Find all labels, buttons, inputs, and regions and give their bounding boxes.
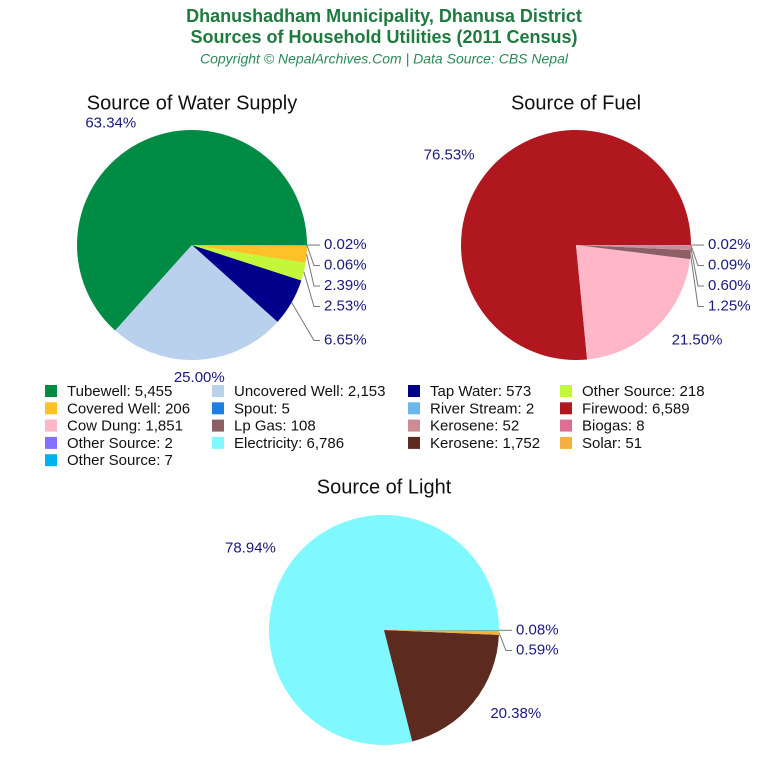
legend-label: River Stream: 2 xyxy=(430,400,534,417)
value-label: 76.53% xyxy=(424,147,475,164)
pie-slice xyxy=(461,130,691,361)
pie-slice xyxy=(192,245,302,322)
legend-swatch xyxy=(560,402,572,415)
pie-slice xyxy=(384,630,499,742)
legend-swatch xyxy=(408,385,420,397)
value-label: 6.65% xyxy=(324,331,367,348)
value-label: 0.60% xyxy=(708,277,751,294)
value-label: 1.25% xyxy=(708,297,751,314)
source-note: Copyright © NepalArchives.Com | Data Sou… xyxy=(200,51,569,67)
legend-swatch xyxy=(408,436,420,449)
legend-label: Firewood: 6,589 xyxy=(582,400,690,417)
leader-line xyxy=(306,245,320,266)
legend-label: Covered Well: 206 xyxy=(67,400,190,417)
value-label: 0.59% xyxy=(516,641,559,658)
leader-line xyxy=(690,245,704,266)
value-label: 0.09% xyxy=(708,256,751,273)
legend-label: Electricity: 6,786 xyxy=(234,435,344,452)
legend-swatch xyxy=(212,385,224,397)
legend-swatch xyxy=(560,436,572,449)
value-label: 21.50% xyxy=(672,331,723,348)
value-label: 0.06% xyxy=(324,256,367,273)
legend-swatch xyxy=(212,402,224,415)
legend-label: Kerosene: 52 xyxy=(430,418,519,435)
value-label: 0.02% xyxy=(708,236,751,253)
legend-label: Other Source: 2 xyxy=(67,435,173,452)
leader-line xyxy=(498,632,512,651)
value-label: 2.53% xyxy=(324,297,367,314)
pie-slice xyxy=(576,245,691,246)
legend-label: Kerosene: 1,752 xyxy=(430,435,540,452)
leader-line xyxy=(690,247,704,287)
value-label: 20.38% xyxy=(490,705,541,722)
leader-line xyxy=(690,254,704,307)
legend-label: Tap Water: 573 xyxy=(430,383,531,400)
chart-title: Source of Water Supply xyxy=(87,92,297,114)
leader-line xyxy=(291,302,320,341)
legend-swatch xyxy=(45,385,57,397)
legend-label: Tubewell: 5,455 xyxy=(67,383,172,400)
legend-swatch xyxy=(45,402,57,415)
legend-label: Other Source: 218 xyxy=(582,383,705,400)
value-label: 63.34% xyxy=(85,114,136,131)
leader-line xyxy=(306,254,320,287)
legend-swatch xyxy=(212,436,224,449)
legend-swatch xyxy=(212,419,224,432)
legend-swatch xyxy=(560,419,572,432)
pie-slice xyxy=(192,245,307,246)
pie-slice xyxy=(76,129,307,331)
legend-swatch xyxy=(45,454,57,467)
pie-slice xyxy=(115,245,278,360)
value-label: 0.02% xyxy=(324,236,367,253)
legend-swatch xyxy=(45,419,57,432)
legend-label: Lp Gas: 108 xyxy=(234,418,316,435)
legend-label: Biogas: 8 xyxy=(582,418,645,435)
chart-title: Source of Light xyxy=(317,476,452,498)
legend-swatch xyxy=(408,402,420,415)
chart-title: Source of Fuel xyxy=(511,92,641,114)
leader-line xyxy=(303,271,320,307)
pie-slice xyxy=(384,630,499,631)
pie-slice xyxy=(192,245,306,281)
value-label: 0.08% xyxy=(516,621,559,638)
legend-label: Solar: 51 xyxy=(582,435,642,452)
pie-slice xyxy=(576,245,691,251)
pie-slice xyxy=(576,245,691,360)
value-label: 25.00% xyxy=(174,369,225,386)
legend-label: Uncovered Well: 2,153 xyxy=(234,383,385,400)
legend-label: Spout: 5 xyxy=(234,400,290,417)
pie-slice xyxy=(384,630,499,635)
pie-slice xyxy=(576,245,691,260)
legend-label: Cow Dung: 1,851 xyxy=(67,418,183,435)
legend-swatch xyxy=(560,385,572,397)
legend-label: Other Source: 7 xyxy=(67,452,173,469)
page-subtitle: Sources of Household Utilities (2011 Cen… xyxy=(190,27,577,47)
legend-swatch xyxy=(45,436,57,449)
pie-slice xyxy=(192,245,307,263)
value-label: 2.39% xyxy=(324,277,367,294)
page-title: Dhanushadham Municipality, Dhanusa Distr… xyxy=(186,6,582,26)
value-label: 78.94% xyxy=(225,539,276,556)
legend-swatch xyxy=(408,419,420,432)
